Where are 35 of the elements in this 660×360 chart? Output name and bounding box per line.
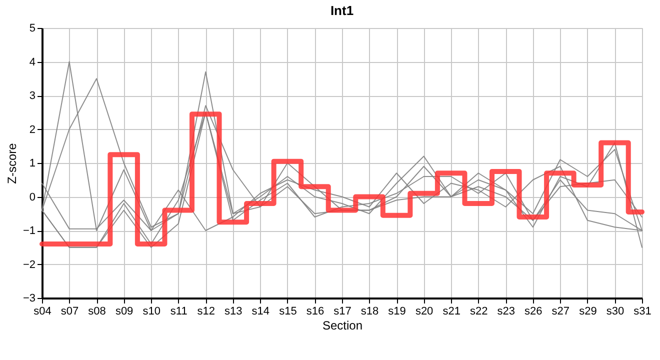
y-tick-label: 4 — [29, 56, 36, 68]
y-tick-label: −2 — [22, 258, 36, 271]
y-tick-label: 5 — [29, 22, 36, 34]
x-tick-label: s20 — [415, 306, 434, 318]
x-tick-label: s30 — [606, 306, 624, 318]
y-tick-label: −3 — [22, 292, 36, 304]
x-tick-label: s04 — [34, 306, 52, 318]
x-tick-label: s07 — [60, 306, 79, 318]
x-tick-label: s23 — [497, 306, 516, 318]
x-tick-label: s09 — [115, 306, 134, 318]
y-axis-title: Z-score — [4, 142, 19, 184]
x-tick-label: s12 — [197, 306, 216, 318]
x-tick-label: s11 — [170, 306, 188, 318]
x-tick-label: s08 — [88, 306, 106, 318]
x-tick-label: s16 — [306, 306, 324, 318]
x-tick-label: s26 — [524, 306, 542, 318]
y-tick-label: 2 — [29, 124, 36, 136]
x-tick-label: s18 — [360, 306, 379, 318]
x-tick-label: s19 — [388, 306, 406, 318]
x-tick-label: s31 — [634, 306, 652, 318]
x-axis-title: Section — [322, 318, 363, 332]
y-tick-label: 1 — [29, 158, 36, 170]
chart-title: Int1 — [330, 3, 354, 18]
x-tick-label: s29 — [579, 306, 597, 318]
x-tick-label: s22 — [470, 306, 488, 318]
y-tick-label: 3 — [29, 90, 36, 102]
y-tick-label: 0 — [29, 191, 36, 204]
x-tick-label: s13 — [224, 306, 242, 318]
y-tick-label: −1 — [22, 225, 36, 237]
x-tick-label: s17 — [334, 306, 352, 318]
x-tick-label: s27 — [552, 306, 570, 318]
x-tick-label: s15 — [279, 306, 297, 318]
x-tick-label: s10 — [142, 306, 160, 318]
x-tick-label: s14 — [252, 306, 270, 318]
x-tick-label: s21 — [442, 306, 460, 318]
